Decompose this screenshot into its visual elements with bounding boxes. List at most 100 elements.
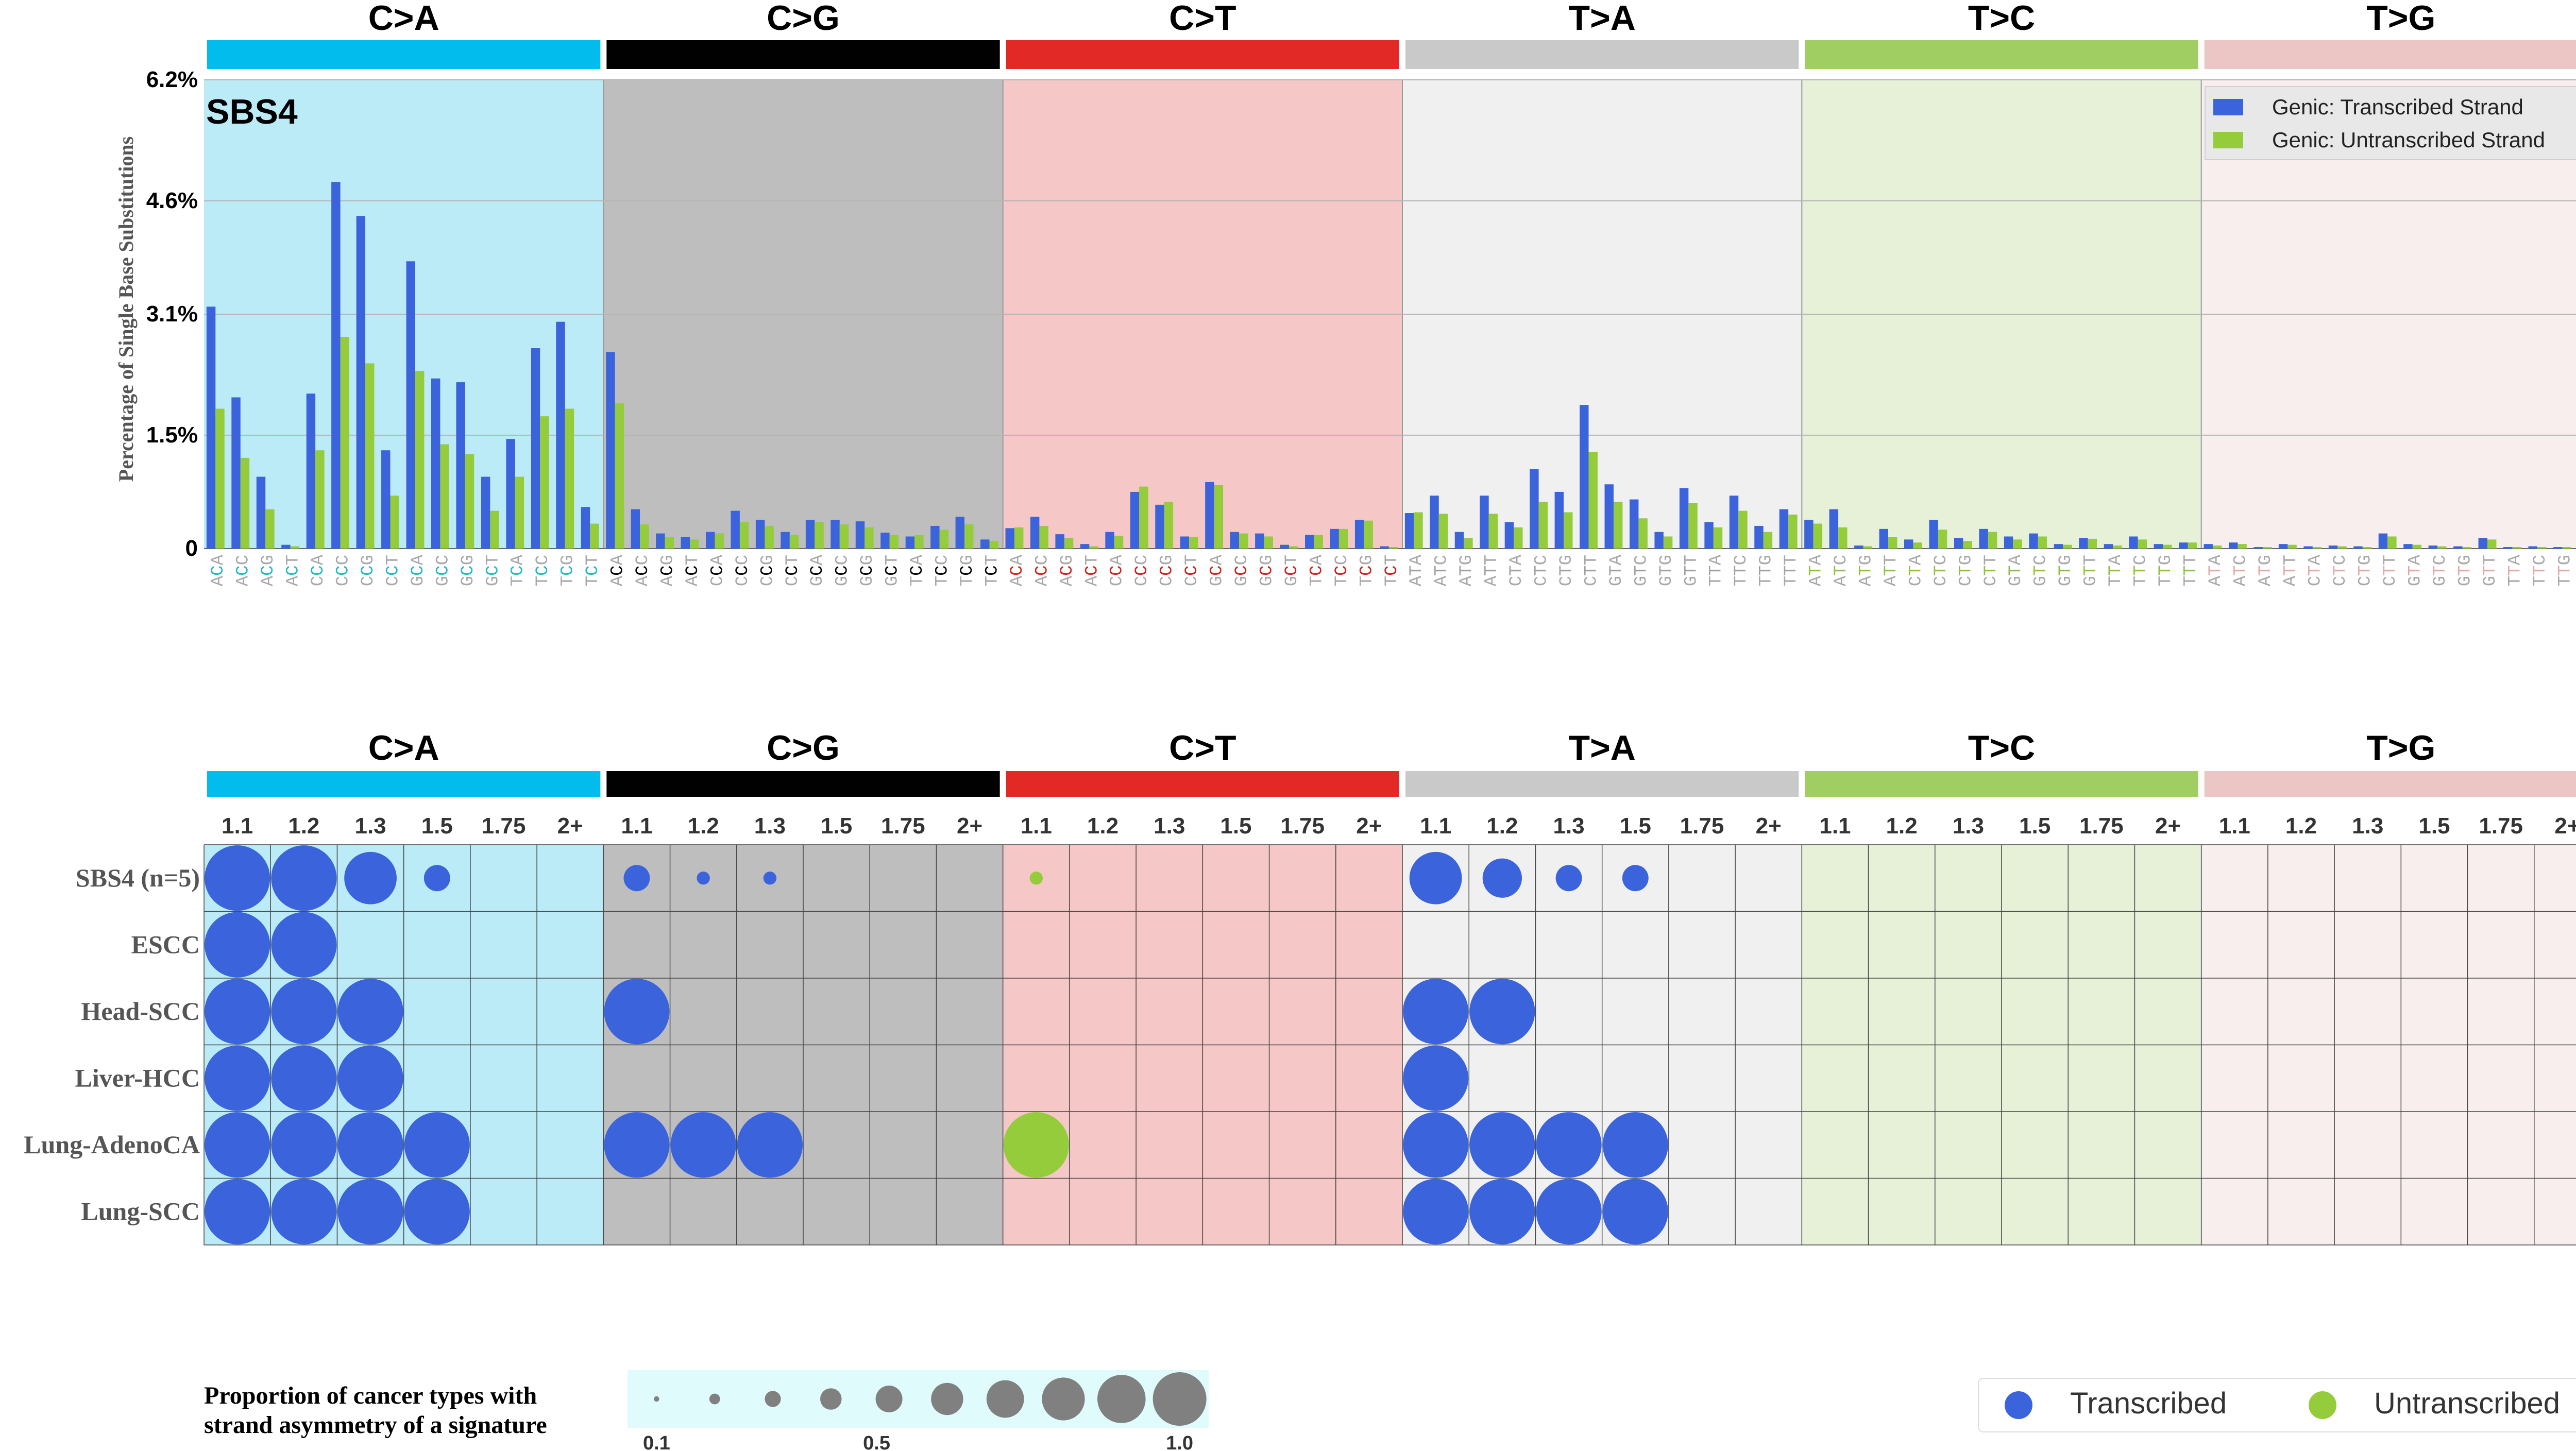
mutation-type-label: C>A bbox=[368, 0, 439, 38]
x-tick-label: TCC bbox=[533, 555, 553, 586]
grid-mutation-type-label: T>G bbox=[2366, 728, 2435, 767]
bar-transcribed bbox=[2403, 544, 2413, 549]
bar-untranscribed bbox=[2038, 536, 2047, 549]
bar-untranscribed bbox=[2287, 544, 2297, 549]
bar-transcribed bbox=[1929, 520, 1938, 549]
bar-transcribed bbox=[2054, 544, 2063, 549]
bar-untranscribed bbox=[490, 510, 499, 549]
bar-transcribed bbox=[1604, 484, 1614, 549]
x-tick-label: ACG bbox=[1058, 555, 1077, 586]
x-tick-label: CCA bbox=[309, 554, 328, 586]
ratio-label: 2+ bbox=[957, 813, 982, 839]
asymmetry-circle-transcribed bbox=[205, 1112, 270, 1178]
x-tick-label: GTC bbox=[1632, 555, 1651, 586]
row-label: Lung-SCC bbox=[81, 1197, 200, 1225]
x-tick-label: GTA bbox=[2006, 554, 2026, 586]
bar-untranscribed bbox=[440, 444, 449, 549]
asymmetry-circle-transcribed bbox=[737, 1112, 803, 1178]
bar-untranscribed bbox=[1388, 547, 1398, 549]
x-tick-label: GTG bbox=[2056, 555, 2076, 586]
mutation-type-label: C>G bbox=[767, 0, 840, 38]
x-tick-label: CTT bbox=[2381, 555, 2400, 586]
grid-mutation-type-label: T>C bbox=[1968, 728, 2035, 767]
bar-transcribed bbox=[1230, 532, 1240, 549]
bar-transcribed bbox=[2528, 546, 2537, 549]
x-tick-label: ATA bbox=[1407, 554, 1427, 586]
bar-transcribed bbox=[1629, 499, 1639, 549]
y-tick-label: 6.2% bbox=[146, 67, 198, 92]
bar-untranscribed bbox=[215, 408, 225, 549]
size-legend-tick-label: 0.1 bbox=[643, 1432, 670, 1451]
bar-legend-label-untranscribed: Genic: Untranscribed Strand bbox=[2272, 128, 2545, 152]
x-tick-label: ATG bbox=[1457, 555, 1477, 586]
x-tick-label: TTG bbox=[2555, 555, 2575, 586]
x-tick-label: GCA bbox=[1208, 554, 1227, 586]
bar-untranscribed bbox=[1988, 532, 1997, 549]
ratio-label: 2+ bbox=[1756, 813, 1782, 839]
bar-untranscribed bbox=[1738, 510, 1748, 549]
bar-untranscribed bbox=[1214, 485, 1224, 549]
bar-untranscribed bbox=[565, 408, 574, 549]
ratio-label: 1.5 bbox=[421, 813, 453, 839]
bar-untranscribed bbox=[1564, 512, 1573, 549]
bar-transcribed bbox=[406, 261, 415, 549]
bar-untranscribed bbox=[1314, 535, 1323, 549]
bar-transcribed bbox=[506, 439, 515, 549]
asymmetry-circle-transcribed bbox=[205, 979, 270, 1045]
mutation-type-bar bbox=[207, 40, 601, 69]
bar-untranscribed bbox=[1039, 525, 1048, 549]
bar-transcribed bbox=[1729, 496, 1739, 549]
x-tick-label: ACA bbox=[608, 554, 628, 586]
bar-untranscribed bbox=[839, 524, 849, 549]
x-tick-label: CTT bbox=[1981, 555, 2001, 586]
bar-untranscribed bbox=[640, 524, 649, 549]
ratio-label: 1.2 bbox=[2285, 813, 2317, 839]
grid-mutation-type-label: C>T bbox=[1169, 728, 1236, 767]
ratio-label: 1.3 bbox=[1553, 813, 1584, 839]
bar-transcribed bbox=[531, 348, 540, 549]
bar-transcribed bbox=[1404, 513, 1414, 549]
bar-transcribed bbox=[656, 533, 665, 549]
bar-untranscribed bbox=[2437, 546, 2447, 549]
x-tick-label: TCA bbox=[1307, 554, 1327, 586]
x-tick-label: TCT bbox=[982, 555, 1002, 586]
bar-transcribed bbox=[1554, 491, 1564, 549]
x-tick-label: CCA bbox=[1108, 554, 1127, 586]
bar-transcribed bbox=[1954, 538, 1963, 549]
x-tick-label: ACA bbox=[209, 554, 228, 586]
bar-untranscribed bbox=[2487, 539, 2497, 549]
bar-transcribed bbox=[1380, 546, 1389, 549]
bar-untranscribed bbox=[765, 525, 774, 549]
x-tick-label: ATT bbox=[2281, 555, 2300, 586]
x-tick-label: CTA bbox=[2306, 554, 2326, 586]
bar-untranscribed bbox=[739, 522, 749, 549]
y-tick-label: 0 bbox=[185, 536, 198, 561]
bar-untranscribed bbox=[1663, 536, 1673, 549]
asymmetry-circle-transcribed bbox=[1602, 1179, 1668, 1244]
bar-transcribed bbox=[2328, 545, 2338, 549]
x-tick-label: ATG bbox=[2256, 555, 2276, 586]
bar-transcribed bbox=[256, 476, 266, 549]
row-label: Lung-AdenoCA bbox=[24, 1130, 200, 1159]
bar-untranscribed bbox=[1189, 537, 1198, 549]
bar-untranscribed bbox=[1464, 538, 1473, 549]
bar-untranscribed bbox=[1414, 512, 1423, 549]
bar-untranscribed bbox=[1089, 546, 1098, 549]
ratio-label: 1.3 bbox=[1154, 813, 1185, 839]
mutation-type-bar bbox=[1405, 40, 1799, 69]
x-tick-label: CTA bbox=[1507, 554, 1527, 586]
bar-untranscribed bbox=[1913, 542, 1922, 549]
asymmetry-circle-transcribed bbox=[404, 1179, 470, 1244]
x-tick-label: ACT bbox=[683, 555, 703, 586]
asymmetry-circle-transcribed bbox=[1602, 1112, 1668, 1178]
ratio-label: 1.3 bbox=[754, 813, 786, 839]
bar-untranscribed bbox=[590, 523, 599, 549]
bar-transcribed bbox=[2378, 533, 2388, 549]
bar-untranscribed bbox=[1289, 546, 1298, 549]
bar-untranscribed bbox=[2262, 547, 2272, 549]
asymmetry-circle-transcribed bbox=[697, 872, 710, 885]
bar-untranscribed bbox=[689, 539, 699, 549]
bar-transcribed bbox=[1580, 405, 1589, 549]
x-tick-label: ATC bbox=[2231, 555, 2250, 586]
bar-transcribed bbox=[980, 539, 990, 549]
